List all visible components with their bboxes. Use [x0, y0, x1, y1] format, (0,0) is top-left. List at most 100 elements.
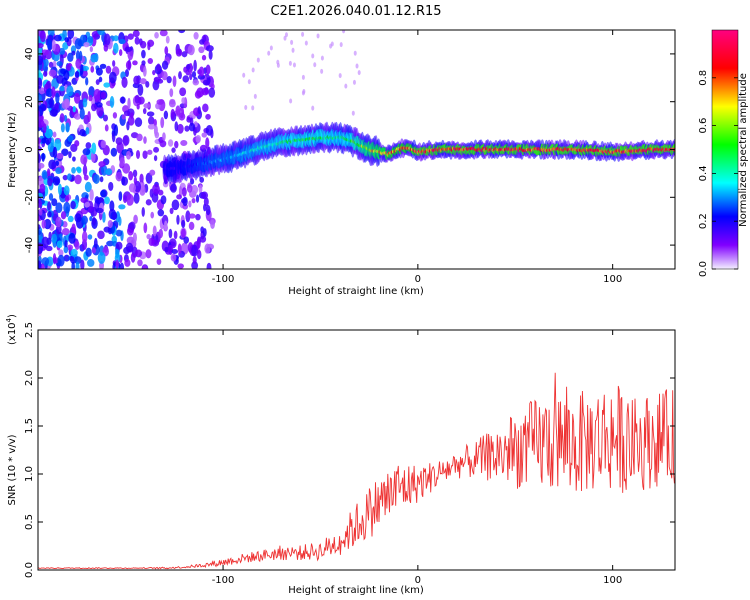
- noise-speck: [284, 32, 288, 38]
- spectrogram-panel: -100 0 100 -40 -20 0 20 40 Height of straight …: [7, 29, 676, 297]
- noise-speck: [104, 196, 110, 205]
- x-tick-label: 0: [415, 274, 421, 285]
- noise-speck: [38, 229, 42, 236]
- noise-speck: [119, 157, 125, 167]
- noise-speck: [201, 132, 208, 138]
- noise-speck: [166, 76, 172, 84]
- noise-speck: [204, 243, 211, 254]
- noise-speck: [164, 220, 168, 231]
- snr-series: [38, 372, 675, 570]
- noise-speck: [168, 244, 173, 256]
- noise-speck: [338, 73, 342, 79]
- noise-speck: [66, 85, 74, 97]
- noise-speck: [195, 194, 200, 203]
- noise-speck: [96, 105, 104, 118]
- noise-speck: [79, 107, 85, 120]
- noise-speck: [56, 61, 63, 67]
- snr-frame: [37, 329, 676, 571]
- noise-speck: [205, 124, 213, 136]
- noise-speck: [91, 247, 97, 254]
- noise-speck: [48, 69, 57, 77]
- noise-speck: [100, 140, 107, 149]
- noise-speck: [202, 103, 209, 113]
- noise-speck: [141, 60, 146, 66]
- noise-speck: [75, 50, 80, 61]
- noise-speck: [102, 114, 108, 122]
- noise-speck: [185, 63, 191, 70]
- noise-speck: [80, 154, 88, 165]
- noise-speck: [89, 216, 93, 222]
- noise-speck: [205, 137, 210, 149]
- noise-speck: [103, 44, 109, 52]
- noise-speck: [136, 103, 140, 110]
- noise-speck: [55, 160, 60, 166]
- noise-speck: [57, 254, 65, 267]
- noise-speck: [38, 77, 43, 89]
- noise-speck: [301, 31, 305, 37]
- noise-speck: [74, 213, 82, 223]
- noise-speck: [57, 183, 62, 196]
- noise-speck: [165, 35, 170, 44]
- noise-speck: [67, 215, 74, 223]
- noise-speck: [181, 97, 186, 104]
- y-tick-label: -20: [24, 189, 35, 205]
- noise-speck: [311, 105, 315, 111]
- noise-speck: [147, 58, 154, 65]
- noise-speck: [100, 190, 107, 198]
- noise-speck: [65, 122, 70, 133]
- noise-speck: [164, 246, 169, 253]
- noise-speck: [158, 228, 164, 239]
- noise-speck: [177, 243, 182, 254]
- noise-speck: [141, 49, 146, 59]
- snr-panel: -100 0 100 0.0 0.5 1.0 1.5 2.0 2.5 Height of st…: [5, 314, 676, 596]
- noise-speck: [269, 45, 273, 51]
- noise-speck: [43, 218, 52, 230]
- noise-speck: [351, 110, 355, 116]
- noise-speck: [73, 92, 81, 104]
- noise-speck: [51, 39, 56, 52]
- noise-speck: [188, 213, 196, 219]
- noise-speck: [41, 137, 47, 144]
- noise-speck: [38, 42, 44, 49]
- noise-speck: [197, 74, 206, 80]
- noise-speck: [160, 195, 167, 205]
- noise-speck: [47, 211, 52, 218]
- noise-speck: [175, 105, 181, 116]
- noise-speck: [205, 64, 211, 75]
- noise-speck: [167, 139, 174, 147]
- noise-speck: [179, 87, 187, 97]
- noise-speck: [289, 98, 293, 104]
- noise-speck: [75, 58, 82, 69]
- noise-speck: [115, 241, 123, 250]
- noise-speck: [56, 240, 63, 249]
- noise-speck: [38, 119, 45, 128]
- noise-speck: [41, 49, 49, 56]
- noise-speck: [149, 169, 156, 176]
- snr-line: [38, 372, 675, 570]
- noise-speck: [127, 116, 135, 126]
- noise-speck: [122, 195, 128, 203]
- noise-speck: [183, 236, 190, 244]
- noise-speck: [66, 63, 72, 71]
- noise-speck: [74, 38, 83, 50]
- noise-speck: [111, 211, 117, 221]
- noise-speck: [76, 167, 82, 174]
- noise-speck: [201, 54, 207, 61]
- noise-speck: [63, 70, 70, 81]
- noise-speck: [80, 259, 85, 269]
- noise-speck: [38, 224, 41, 230]
- noise-speck: [71, 167, 76, 174]
- noise-speck: [80, 63, 84, 76]
- noise-speck: [97, 251, 106, 264]
- noise-speck: [125, 60, 132, 70]
- noise-speck: [291, 47, 295, 53]
- colorbar-label: Normalized spectral amplitude: [738, 73, 749, 227]
- noise-speck: [67, 244, 74, 251]
- noise-speck: [192, 79, 200, 86]
- noise-speck: [161, 71, 168, 81]
- noise-speck: [193, 31, 199, 40]
- noise-speck: [82, 98, 88, 108]
- noise-speck: [110, 147, 118, 157]
- noise-speck: [38, 55, 44, 66]
